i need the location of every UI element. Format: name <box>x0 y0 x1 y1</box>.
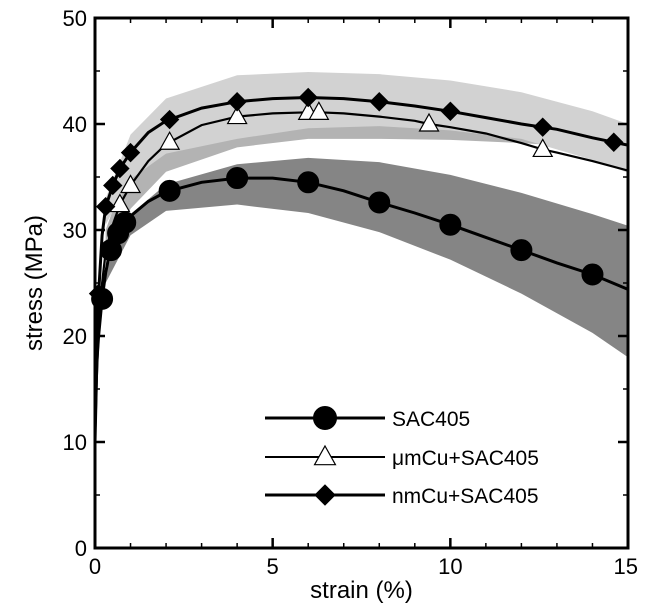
band-1 <box>105 157 628 358</box>
data-point <box>227 92 247 112</box>
data-point <box>159 131 181 150</box>
data-point <box>418 112 440 132</box>
axis-ticks <box>93 16 630 550</box>
legend-marker-2 <box>313 444 337 466</box>
legend-marker-1 <box>313 406 337 430</box>
data-point <box>532 138 554 158</box>
data-point <box>298 87 318 108</box>
data-point <box>368 191 391 214</box>
data-point <box>369 92 389 112</box>
x-tick-label: 10 <box>438 554 462 579</box>
legend-marker-3 <box>314 484 336 506</box>
y-tick-label: 0 <box>75 536 87 561</box>
data-point <box>533 117 553 137</box>
data-point <box>439 213 462 236</box>
x-tick-label: 15 <box>614 554 638 579</box>
data-point <box>103 175 123 196</box>
y-tick-label: 30 <box>63 218 87 243</box>
data-point <box>226 105 248 125</box>
legend-label-2: μmCu+SAC405 <box>392 447 539 470</box>
y-tick-label: 10 <box>63 430 87 455</box>
series-line-1 <box>95 176 628 443</box>
data-point <box>581 263 604 286</box>
data-point <box>114 211 137 234</box>
y-tick-label: 20 <box>63 324 87 349</box>
legend: SAC405 μmCu+SAC405 nmCu+SAC405 <box>265 406 539 508</box>
data-point <box>120 142 141 163</box>
data-point <box>109 193 131 213</box>
y-tick-label: 40 <box>63 112 87 137</box>
series-markers <box>88 87 624 310</box>
legend-label-3: nmCu+SAC405 <box>392 485 539 508</box>
data-point <box>159 109 180 130</box>
data-point <box>510 239 533 262</box>
data-point <box>110 158 130 179</box>
data-point <box>440 101 461 121</box>
tick-labels: 0 5 10 15 0 10 20 30 40 50 <box>63 6 638 579</box>
y-tick-label: 50 <box>63 6 87 31</box>
data-point <box>297 171 320 194</box>
data-point <box>226 167 249 190</box>
data-point <box>120 174 142 194</box>
x-axis-title: strain (%) <box>310 577 413 604</box>
x-tick-label: 0 <box>89 554 101 579</box>
data-point <box>308 101 330 120</box>
y-axis-title: stress (MPa) <box>21 215 48 351</box>
data-point <box>95 196 116 217</box>
data-point <box>158 179 181 202</box>
data-point <box>604 132 624 152</box>
legend-label-1: SAC405 <box>392 408 470 431</box>
x-tick-label: 5 <box>267 554 279 579</box>
